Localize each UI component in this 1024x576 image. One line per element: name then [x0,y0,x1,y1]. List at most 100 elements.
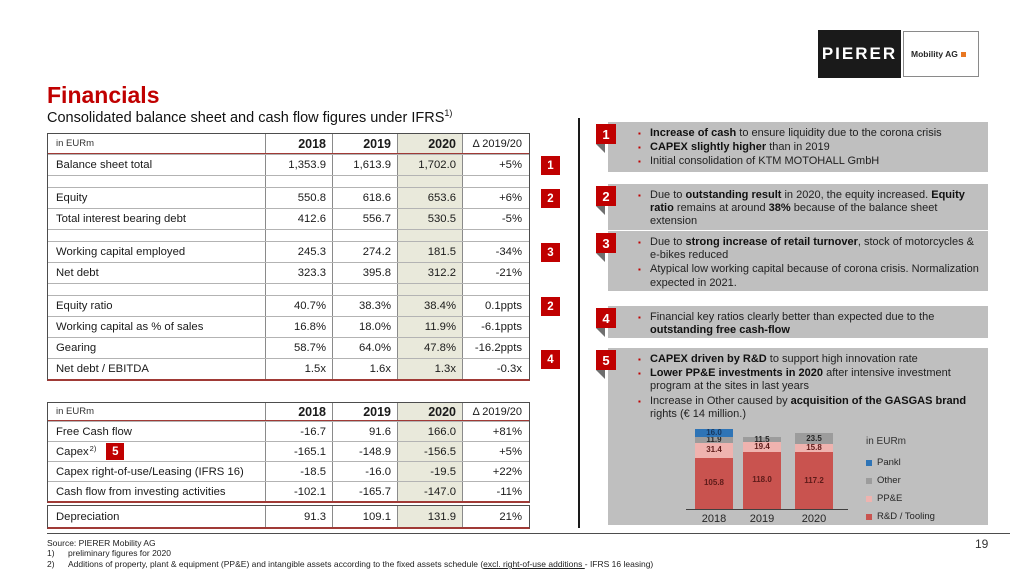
legend-swatch-icon [866,513,872,520]
vertical-divider [578,118,580,528]
row-label-text: Total interest bearing debt [56,213,186,225]
value-cell: 245.3 [266,242,333,262]
text-segment: acquisition of the GASGAS brand [790,394,967,407]
bar-2020: 117.2 15.8 23.5 [795,433,833,509]
row-label: Free Cash flow [48,422,266,441]
row-label: Equity [48,188,266,208]
value-cell: 91.3 [266,506,333,527]
spacer-cell [333,230,398,241]
bar-2019: 118.0 19.4 11.5 [743,435,781,509]
row-label-text: Capex right-of-use/Leasing (IFRS 16) [56,465,244,478]
value-cell: -16.7 [266,422,333,441]
note-box: 2 ▪ Due to outstanding result in 2020, the… [596,184,988,230]
company-logo: PIERER Mobility AG [818,30,979,78]
bullet-icon: ▪ [638,191,641,200]
row-label: Equity ratio [48,296,266,316]
table-spacer-row [48,175,529,187]
value-cell: 64.0% [333,338,398,358]
column-header: 2020 [398,134,463,153]
row-label: Gearing [48,338,266,358]
value-cell: 1,353.9 [266,155,333,175]
legend-swatch-icon [866,459,872,466]
legend-label: Other [877,475,901,486]
value-cell: 181.5 [398,242,463,262]
spacer-cell [333,284,398,295]
bullet-text: Increase of cash to ensure liquidity due… [650,127,942,140]
value-cell: -0.3x [496,363,522,375]
text-segment: to ensure liquidity due to the corona cr… [736,127,942,139]
value-cell: 38.3% [333,296,398,316]
value-cell: 550.8 [266,188,333,208]
value-cell: 18.0% [333,317,398,337]
note-bullet: ▪ Atypical low working capital because of… [638,263,980,289]
row-label: Total interest bearing debt [48,209,266,229]
bar-segment-2019: 11.5 [743,435,781,443]
spacer-cell [48,284,266,295]
bullet-text: Due to strong increase of retail turnove… [650,236,980,262]
table-row: Gearing 58.7% 64.0% 47.8% -16.2ppts 4 [48,337,560,369]
bar-2018: 105.8 31.4 11.9 16.0 [695,427,733,509]
bullet-text: Due to outstanding result in 2020, the e… [650,189,980,229]
bullet-icon: ▪ [638,143,641,153]
note-bullet: ▪ Increase of cash to ensure liquidity du… [638,127,980,140]
bar-value-label: 15.8 [806,443,822,453]
value-cell: 38.4% [398,296,463,316]
text-segment: Initial consolidation of KTM MOTOHALL Gm… [650,155,880,168]
bullet-icon: ▪ [638,238,641,247]
table-row: Equity ratio 40.7% 38.3% 38.4% 0.1ppts 2 [48,295,560,316]
note-bullet: ▪ Financial key ratios clearly better tha… [638,311,980,337]
row-label-text: Working capital employed [56,246,186,258]
table-row: Balance sheet total 1,353.9 1,613.9 1,702.0… [48,154,560,175]
table-row: Net debt / EBITDA 1.5x 1.6x 1.3x -0.3x [48,358,529,379]
text-segment: 38% [768,202,791,215]
column-header: 2019 [333,403,398,420]
note-bullet: ▪ Initial consolidation of KTM MOTOHALL G… [638,155,980,168]
spacer-cell [463,176,528,187]
note-ref-badge: 2 [541,297,560,316]
row-label-text: Equity ratio [56,300,113,312]
value-cell: 395.8 [333,263,398,283]
value-cell: 1,613.9 [333,155,398,175]
bar-value-label: 16.0 [706,427,722,437]
value-cell: 556.7 [333,209,398,229]
chart-legend: in EURm Pankl Other PP&E R&D / Tooling [866,436,935,529]
value-cell: 109.1 [333,506,398,527]
note-ref-badge: 5 [106,443,125,460]
capex-chart: 105.8 31.4 11.9 16.0 118.0 19.4 11.5 117.2 15.8 2… [666,416,988,525]
row-label: Depreciation [48,506,266,527]
value-cell: -5% [501,213,522,225]
text-segment: than in 2019 [766,141,830,154]
spacer-cell [398,230,463,241]
value-cell: -34% [495,246,522,258]
depreciation-table: Depreciation 91.3 109.1 131.9 21% [47,505,530,529]
legend-unit-label: in EURm [866,436,907,447]
value-cell: 312.2 [398,263,463,283]
note-number-badge: 5 [596,350,616,370]
row-label: Net debt / EBITDA [48,359,266,379]
value-cell: +6% [499,192,522,204]
table-spacer-row [48,229,529,241]
bullet-icon: ▪ [638,355,641,364]
spacer-cell [48,176,266,187]
legend-label: PP&E [877,493,903,504]
cash-flow-table: in EURm 2018 2019 2020 Δ 2019/20 Free Cash fl… [47,402,530,503]
note-ref-badge: 2 [541,189,560,208]
text-segment: Due to [650,189,686,201]
table-row: Capex 2) 5 -165.1 -148.9 -156.5 +5% [48,441,529,461]
value-cell: 91.6 [333,422,398,441]
logo-unit-box: Mobility AG [903,31,979,77]
text-segment: Lower PP&E investments in 2020 [650,367,824,380]
value-cell: -156.5 [398,442,463,461]
note-bullet: ▪ Lower PP&E investments in 2020 after in… [638,367,980,393]
value-cell: 653.6 [398,188,463,208]
text-segment: CAPEX slightly higher [650,141,767,154]
bullet-text: Initial consolidation of KTM MOTOHALL Gm… [650,155,879,168]
axis-category-label: 2020 [801,513,827,525]
footnote-text: preliminary figures for 2020 [68,548,171,558]
text-segment: preliminary figures for 2020 [68,548,171,558]
note-bullet: ▪ Increase in Other caused by acquisition… [638,395,980,421]
bar-segment-2020: 23.5 [795,433,833,445]
value-cell: -18.5 [266,462,333,481]
bar-segment-2018: 16.0 [695,427,733,437]
value-cell: -6.1ppts [481,321,522,333]
